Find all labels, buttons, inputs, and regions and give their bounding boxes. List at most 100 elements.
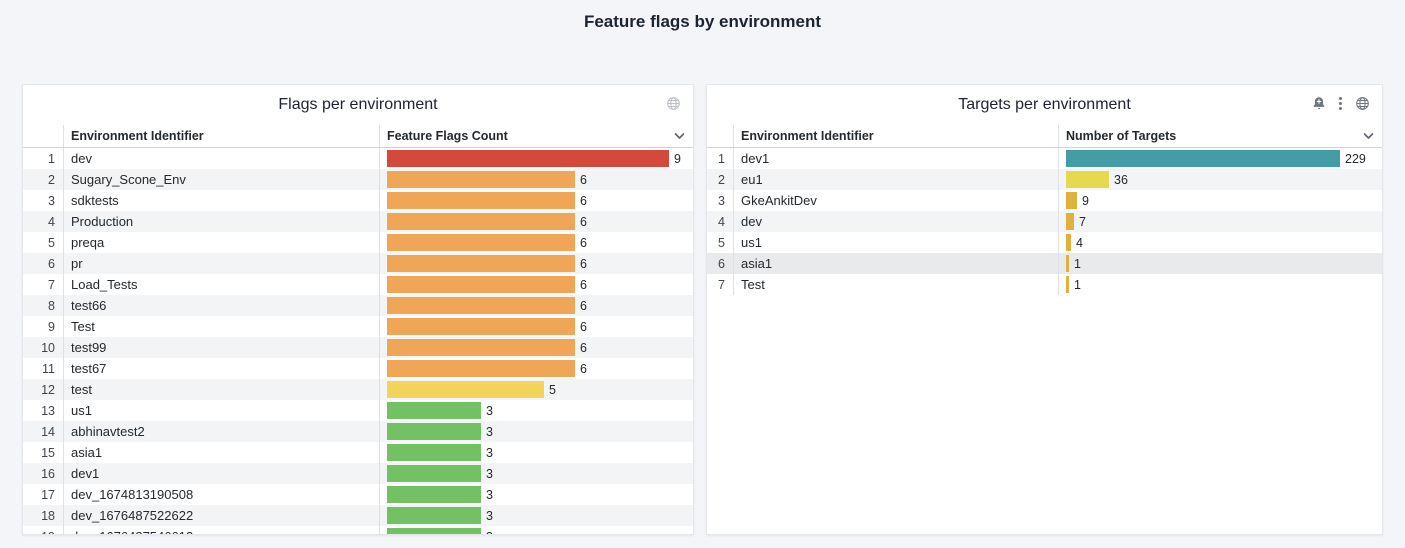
value-bar (387, 255, 575, 272)
panel-header-icons (666, 96, 681, 111)
row-number: 7 (48, 277, 55, 292)
environment-identifier-cell: test (63, 379, 379, 400)
table-header: Environment Identifier Feature Flags Cou… (23, 125, 693, 148)
value-cell: 3 (379, 484, 693, 505)
environment-identifier-cell: pr (63, 253, 379, 274)
value-cell: 6 (379, 190, 693, 211)
environment-identifier-cell: Production (63, 211, 379, 232)
table-row: 6 pr 6 (23, 253, 693, 274)
table-row: 9 Test 6 (23, 316, 693, 337)
environment-identifier-cell: sdktests (63, 190, 379, 211)
value-cell: 9 (379, 148, 693, 169)
value-label: 229 (1345, 151, 1366, 166)
value-bar (387, 528, 481, 534)
panel-title: Flags per environment (278, 96, 438, 113)
table-row: 17 dev_1674813190508 3 (23, 484, 693, 505)
value-label: 1 (1074, 277, 1081, 292)
value-cell: 3 (379, 526, 693, 534)
chevron-down-icon[interactable] (674, 133, 685, 140)
table-row: 10 test99 6 (23, 337, 693, 358)
panel-header: Targets per environment (707, 85, 1382, 125)
table-row: 5 us1 4 (707, 232, 1382, 253)
table-row: 4 Production 6 (23, 211, 693, 232)
panel-flags-per-environment: Flags per environment Environment Identi… (22, 84, 694, 535)
value-cell: 6 (379, 211, 693, 232)
environment-identifier-cell: Test (63, 316, 379, 337)
table-row: 16 dev1 3 (23, 463, 693, 484)
value-bar (387, 360, 575, 377)
value-bar (387, 213, 575, 230)
row-number: 11 (42, 361, 55, 376)
value-label: 3 (486, 424, 493, 439)
row-number: 6 (718, 256, 725, 271)
table-row: 13 us1 3 (23, 400, 693, 421)
environment-identifier-cell: eu1 (733, 169, 1058, 190)
value-bar (1066, 255, 1069, 272)
bell-plus-icon[interactable] (1312, 96, 1326, 111)
value-label: 6 (580, 298, 587, 313)
value-bar (387, 150, 669, 167)
column-header-feature-flags-count[interactable]: Feature Flags Count (379, 125, 693, 147)
value-label: 4 (1076, 235, 1083, 250)
value-label: 9 (1082, 193, 1089, 208)
table-row: 3 GkeAnkitDev 9 (707, 190, 1382, 211)
value-label: 3 (486, 466, 493, 481)
value-cell: 6 (379, 316, 693, 337)
table-row: 8 test66 6 (23, 295, 693, 316)
row-number: 2 (48, 172, 55, 187)
value-label: 6 (580, 256, 587, 271)
column-header-number-of-targets[interactable]: Number of Targets (1058, 125, 1382, 147)
row-number: 17 (41, 487, 55, 502)
value-label: 36 (1114, 172, 1128, 187)
value-bar (1066, 171, 1109, 188)
value-cell: 6 (379, 358, 693, 379)
value-cell: 6 (379, 295, 693, 316)
table-row: 6 asia1 1 (707, 253, 1382, 274)
column-header-label: Number of Targets (1066, 129, 1177, 143)
value-bar (387, 444, 481, 461)
column-header-environment-identifier[interactable]: Environment Identifier (733, 125, 1058, 147)
table-row: 4 dev 7 (707, 211, 1382, 232)
globe-icon[interactable] (666, 96, 681, 111)
value-cell: 3 (379, 421, 693, 442)
environment-identifier-cell: dev_1674813190508 (63, 484, 379, 505)
globe-icon[interactable] (1355, 96, 1370, 111)
row-number: 13 (41, 403, 55, 418)
environment-identifier-cell: Sugary_Scone_Env (63, 169, 379, 190)
environment-identifier-cell: us1 (733, 232, 1058, 253)
table-row: 2 Sugary_Scone_Env 6 (23, 169, 693, 190)
value-cell: 36 (1058, 169, 1382, 190)
table-row: 19dev_1676487546612 3 (23, 526, 693, 534)
value-bar (1066, 192, 1077, 209)
environment-identifier-cell: Test (733, 274, 1058, 295)
value-bar (387, 276, 575, 293)
panel-title: Targets per environment (958, 96, 1131, 113)
row-number: 3 (718, 193, 725, 208)
environment-identifier-cell: dev1 (733, 148, 1058, 169)
value-label: 7 (1079, 214, 1086, 229)
value-bar (387, 171, 575, 188)
value-cell: 6 (379, 169, 693, 190)
row-number: 8 (48, 298, 55, 313)
value-bar (1066, 234, 1071, 251)
value-bar (387, 234, 575, 251)
kebab-menu-icon[interactable] (1337, 96, 1344, 111)
value-bar (1066, 150, 1340, 167)
table-body: 1 dev1 229 2 eu1 36 3 GkeAnkitDev 9 4 dev 7 5 us1 4 6 as… (707, 148, 1382, 295)
row-number: 7 (718, 277, 725, 292)
environment-identifier-cell: asia1 (63, 442, 379, 463)
chevron-down-icon[interactable] (1363, 133, 1374, 140)
row-number: 5 (48, 235, 55, 250)
environment-identifier-cell: dev (733, 211, 1058, 232)
row-number: 2 (718, 172, 725, 187)
value-cell: 3 (379, 463, 693, 484)
value-cell: 6 (379, 274, 693, 295)
value-bar (387, 339, 575, 356)
row-number: 1 (48, 151, 55, 166)
environment-identifier-cell: test67 (63, 358, 379, 379)
value-bar (387, 507, 481, 524)
dashboard-title: Feature flags by environment (583, 12, 822, 31)
column-header-environment-identifier[interactable]: Environment Identifier (63, 125, 379, 147)
value-label: 6 (580, 193, 587, 208)
environment-identifier-cell: dev1 (63, 463, 379, 484)
